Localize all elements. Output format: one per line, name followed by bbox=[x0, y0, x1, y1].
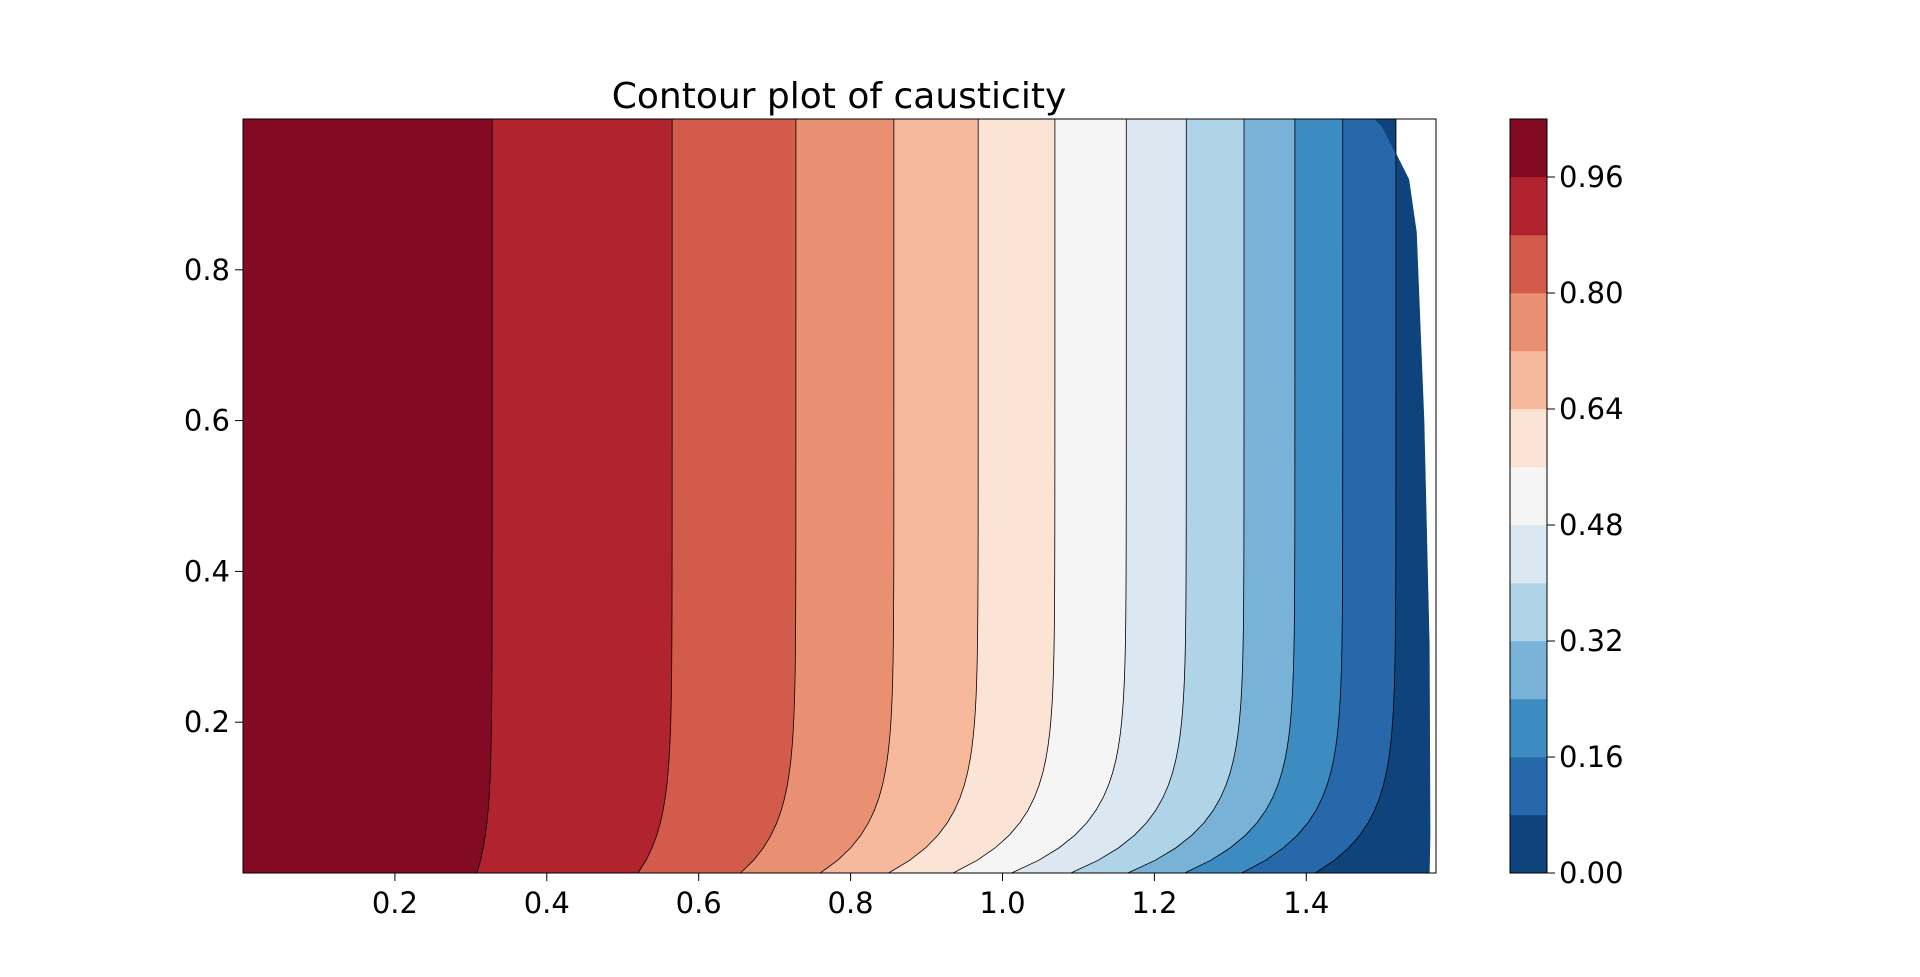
contour-band bbox=[476, 118, 673, 874]
colorbar-segment bbox=[1509, 814, 1548, 874]
colorbar-segment bbox=[1509, 582, 1548, 642]
colorbar-tick-label: 0.48 bbox=[1559, 508, 1624, 542]
contour-line bbox=[1315, 119, 1397, 874]
x-axis: 0.2 0.4 0.6 0.8 1.0 1.2 1.4 bbox=[372, 873, 1329, 920]
x-tick-label: 1.0 bbox=[979, 886, 1025, 920]
colorbar-segment bbox=[1509, 756, 1548, 816]
colorbar-tick-label: 0.00 bbox=[1559, 856, 1624, 890]
colorbar-segment bbox=[1509, 698, 1548, 758]
contour-lines bbox=[476, 119, 1397, 874]
colorbar-tick-label: 0.96 bbox=[1559, 160, 1624, 194]
x-tick-label: 0.8 bbox=[828, 886, 874, 920]
y-tick-label: 0.6 bbox=[184, 404, 230, 438]
colorbar-frame bbox=[1509, 118, 1548, 874]
contour-line bbox=[819, 119, 895, 874]
x-tick-label: 1.4 bbox=[1283, 886, 1329, 920]
y-tick-label: 0.2 bbox=[184, 705, 230, 739]
colorbar-segment bbox=[1509, 350, 1548, 410]
contour-line bbox=[952, 119, 1056, 874]
contour-line bbox=[740, 119, 797, 874]
contour-line bbox=[1184, 119, 1296, 874]
colorbar-tick-label: 0.80 bbox=[1559, 276, 1624, 310]
contour-line bbox=[476, 119, 493, 874]
colorbar-tick-label: 0.64 bbox=[1559, 392, 1624, 426]
x-tick-label: 0.6 bbox=[676, 886, 722, 920]
contour-line bbox=[1127, 119, 1245, 874]
colorbar-segment bbox=[1509, 118, 1548, 178]
contour-line bbox=[1241, 119, 1344, 874]
chart-title: Contour plot of causticity bbox=[612, 76, 1067, 117]
y-tick-label: 0.8 bbox=[184, 253, 230, 287]
y-tick-label: 0.4 bbox=[184, 554, 230, 588]
colorbar-tick-label: 0.32 bbox=[1559, 624, 1624, 658]
axes-frame bbox=[242, 118, 1437, 874]
contour-line bbox=[637, 119, 673, 874]
contour-line bbox=[1011, 119, 1127, 874]
colorbar-segment bbox=[1509, 466, 1548, 526]
y-axis: 0.2 0.4 0.6 0.8 bbox=[184, 253, 243, 739]
colorbar-segment bbox=[1509, 524, 1548, 584]
contour-line bbox=[1070, 119, 1187, 874]
colorbar-segment bbox=[1509, 408, 1548, 468]
colorbar-segment bbox=[1509, 176, 1548, 236]
colorbar-segment bbox=[1509, 234, 1548, 294]
plot-area bbox=[242, 118, 1431, 874]
x-tick-label: 0.2 bbox=[372, 886, 418, 920]
colorbar: 0.00 0.16 0.32 0.48 0.64 0.80 0.96 bbox=[1509, 118, 1624, 890]
colorbar-tick-label: 0.16 bbox=[1559, 740, 1624, 774]
x-tick-label: 0.4 bbox=[524, 886, 570, 920]
colorbar-segment bbox=[1509, 292, 1548, 352]
x-tick-label: 1.2 bbox=[1131, 886, 1177, 920]
contour-line bbox=[888, 119, 979, 874]
colorbar-segment bbox=[1509, 640, 1548, 700]
contour-band bbox=[242, 118, 493, 874]
